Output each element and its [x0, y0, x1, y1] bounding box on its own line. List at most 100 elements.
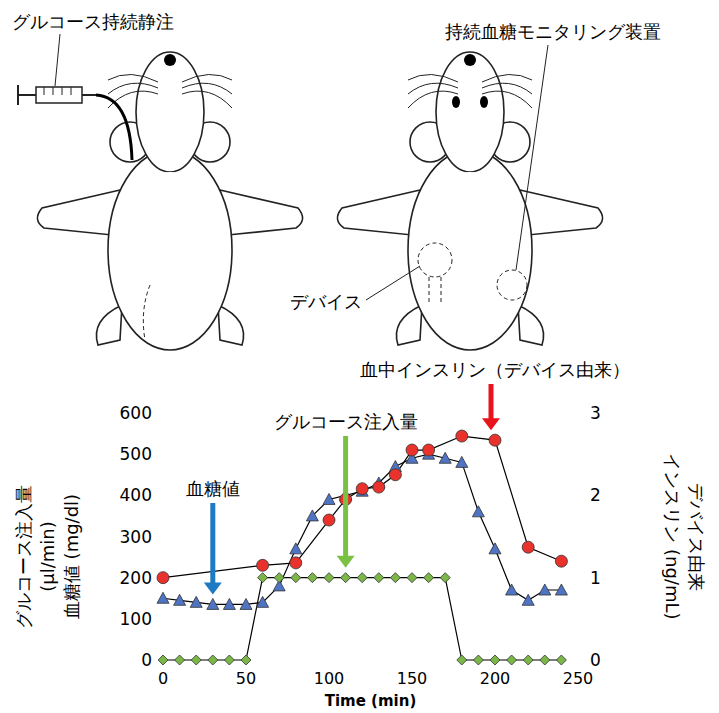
marker-triangle — [240, 598, 252, 609]
y-tick-label: 300 — [120, 527, 152, 547]
marker-diamond — [473, 655, 483, 665]
marker-diamond — [556, 655, 566, 665]
mouse-neck — [440, 172, 500, 192]
mouse-whisker — [408, 74, 458, 82]
marker-triangle — [306, 510, 318, 521]
marker-circle — [323, 514, 335, 526]
device — [441, 277, 442, 305]
marker-triangle — [157, 592, 169, 603]
mouse-eye — [452, 96, 460, 108]
y-tick-label: 500 — [120, 444, 152, 464]
marker-circle — [522, 541, 534, 553]
x-tick-label: 0 — [158, 669, 168, 688]
marker-circle — [555, 555, 567, 567]
mouse-eye — [480, 96, 488, 108]
x-tick-label: 250 — [563, 669, 594, 688]
mouse-body — [108, 150, 232, 350]
series-label: 血中インスリン（デバイス由来） — [360, 359, 630, 380]
mouse-body — [408, 150, 532, 350]
mouse-whisker — [482, 91, 532, 108]
mouse-neck — [140, 172, 200, 192]
marker-circle — [456, 430, 468, 442]
marker-diamond — [490, 655, 500, 665]
marker-triangle — [539, 584, 551, 595]
syringe — [36, 87, 82, 103]
device — [418, 243, 452, 277]
y2-tick-label: 3 — [590, 403, 601, 423]
marker-diamond — [374, 573, 384, 583]
mouse-whisker — [482, 74, 532, 82]
marker-circle — [423, 444, 435, 456]
y2-tick-label: 0 — [590, 650, 601, 670]
mouse-arm — [220, 190, 303, 235]
x-tick-label: 50 — [236, 669, 256, 688]
mouse-whisker — [182, 91, 232, 108]
mouse-whisker — [182, 74, 232, 82]
annotation-arrow — [204, 582, 222, 594]
marker-triangle — [456, 456, 468, 467]
mouse-arm — [37, 190, 120, 235]
marker-circle — [290, 557, 302, 569]
marker-triangle — [223, 598, 235, 609]
chart-root: グルコース持続静注持続血糖モニタリング装置デバイス010020030040050… — [0, 0, 719, 713]
marker-diamond — [241, 655, 251, 665]
plot-area — [157, 430, 567, 665]
y-tick-label: 400 — [120, 485, 152, 505]
marker-diamond — [258, 573, 268, 583]
syringe — [17, 85, 19, 105]
marker-diamond — [208, 655, 218, 665]
annotation-arrow — [210, 503, 215, 584]
marker-diamond — [424, 573, 434, 583]
marker-circle — [257, 559, 269, 571]
marker-circle — [373, 481, 385, 493]
mouse-leg — [96, 305, 122, 345]
marker-diamond — [523, 655, 533, 665]
mouse-leg — [396, 305, 422, 345]
annotation-arrow — [343, 436, 348, 558]
x-tick-label: 150 — [397, 669, 428, 688]
marker-triangle — [190, 596, 202, 607]
mouse — [337, 52, 602, 350]
marker-circle — [406, 444, 418, 456]
syringe — [18, 94, 36, 96]
marker-diamond — [357, 573, 367, 583]
y2-axis-title: デバイス由来 — [686, 483, 707, 591]
y-tick-label: 0 — [141, 650, 152, 670]
leader-line — [55, 34, 60, 86]
y2-tick-label: 2 — [590, 485, 601, 505]
marker-triangle — [506, 584, 518, 595]
marker-diamond — [224, 655, 234, 665]
mouse-whisker — [108, 74, 158, 82]
annotation-arrow — [482, 418, 500, 430]
syringe — [53, 87, 54, 95]
illustration-label: デバイス — [290, 291, 362, 312]
marker-triangle — [439, 452, 451, 463]
mouse-arm — [337, 190, 420, 235]
marker-triangle — [207, 598, 219, 609]
x-tick-label: 100 — [314, 669, 345, 688]
marker-diamond — [158, 655, 168, 665]
x-tick-label: 200 — [480, 669, 511, 688]
syringe — [44, 87, 45, 95]
y-tick-label: 600 — [120, 403, 152, 423]
marker-diamond — [307, 573, 317, 583]
marker-triangle — [257, 596, 269, 607]
series-line — [163, 436, 561, 578]
syringe — [71, 87, 72, 95]
series-line — [163, 454, 561, 604]
marker-triangle — [174, 594, 186, 605]
syringe — [62, 87, 63, 95]
tail — [143, 285, 150, 340]
y-axis-title: 血糖値 (mg/dl) — [61, 494, 82, 619]
mouse-head — [136, 52, 204, 172]
marker-triangle — [472, 506, 484, 517]
mouse-nose — [164, 54, 176, 66]
marker-diamond — [540, 655, 550, 665]
illustration-label: 持続血糖モニタリング装置 — [445, 21, 661, 42]
annotation-arrow — [489, 384, 494, 420]
marker-circle — [157, 572, 169, 584]
marker-triangle — [489, 543, 501, 554]
marker-triangle — [323, 493, 335, 504]
marker-diamond — [407, 573, 417, 583]
leader-line — [516, 45, 548, 270]
